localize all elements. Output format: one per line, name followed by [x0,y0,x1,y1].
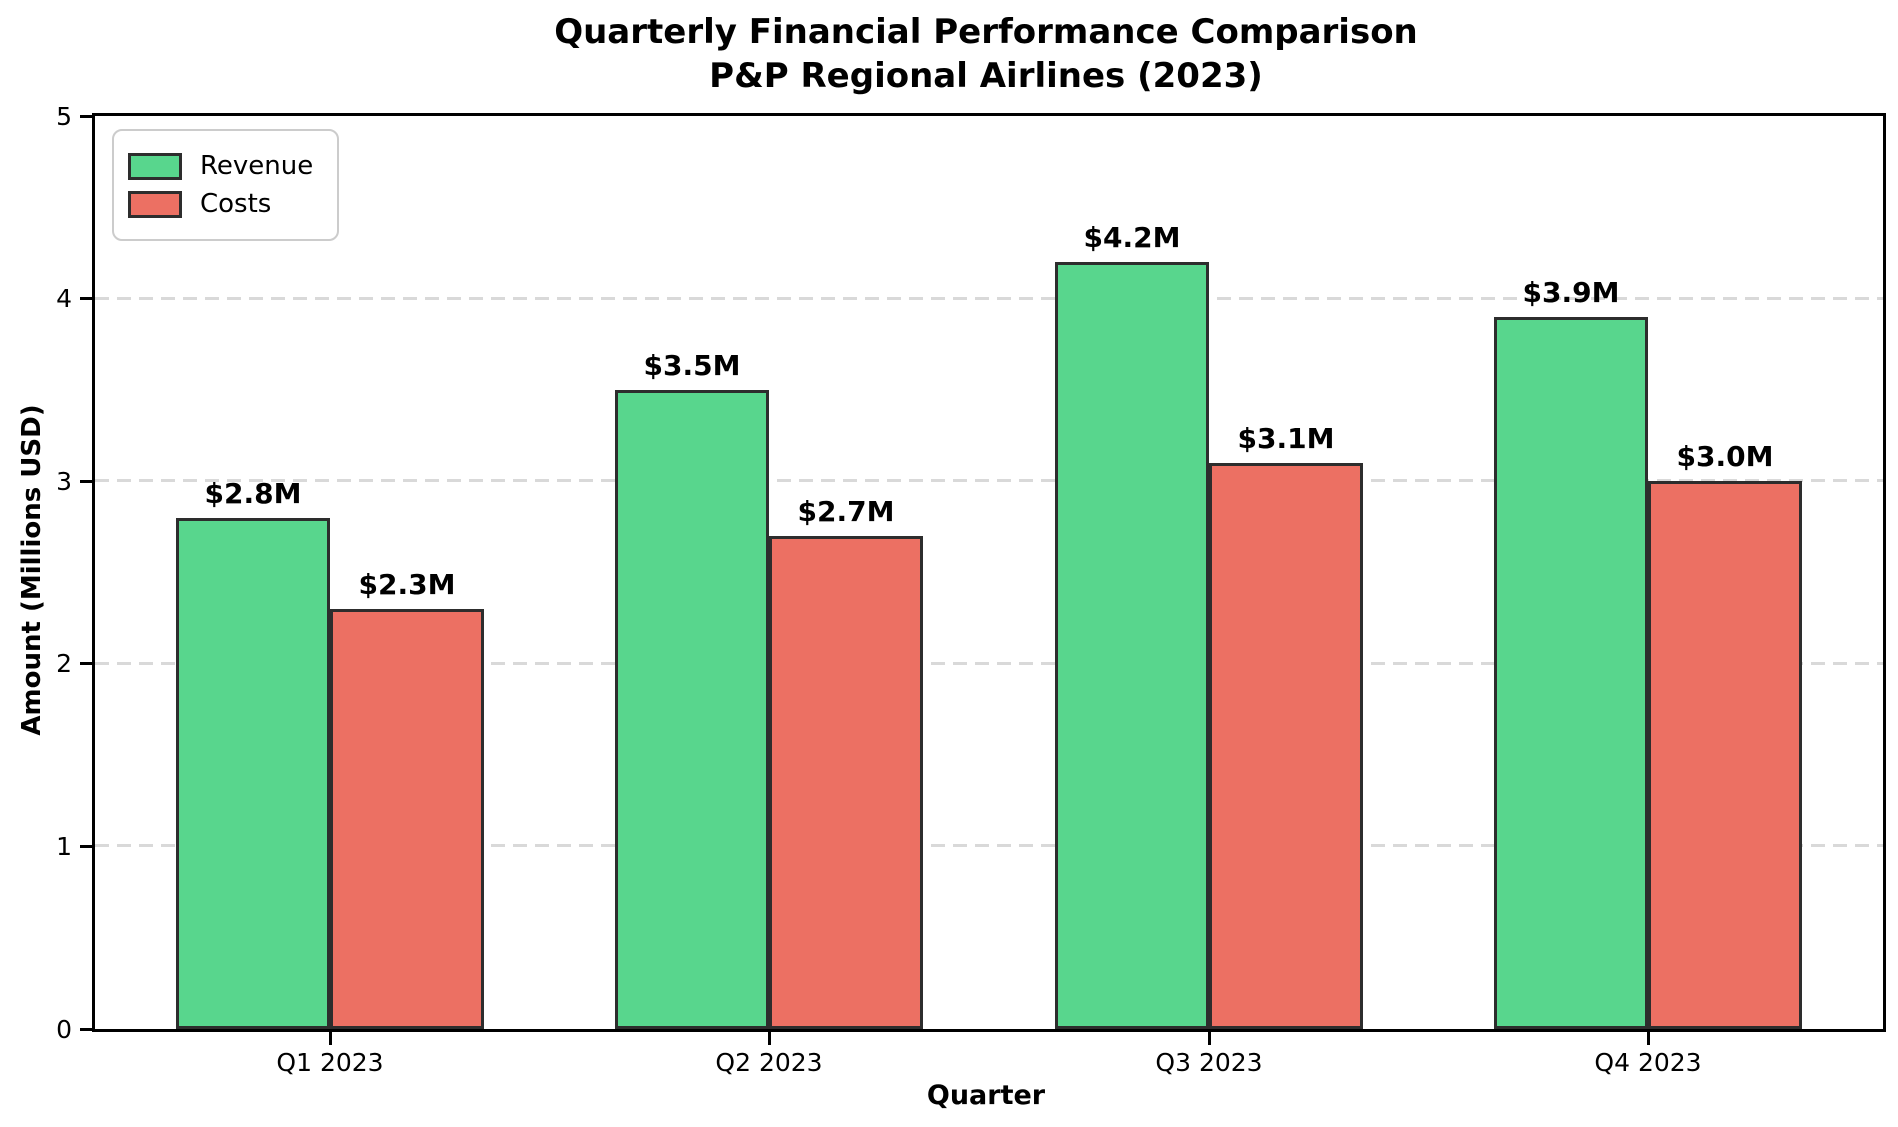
legend-row-costs: Costs [128,189,313,219]
gridline-1 [95,844,1883,848]
revenue-bar-q1-2023 [176,518,330,1029]
revenue-swatch-icon [128,152,182,180]
costs-bar-q4-2023 [1648,481,1802,1029]
revenue-value-label-4: $3.9M [1522,276,1620,309]
gridline-2 [95,661,1883,665]
gridline-3 [95,479,1883,483]
revenue-value-label-1: $2.8M [204,477,302,510]
costs-swatch-icon [128,190,182,218]
y-tick-mark-4 [80,297,92,300]
chart-title: Quarterly Financial Performance Comparis… [92,10,1880,98]
y-tick-label-1: 1 [56,832,72,861]
x-tick-label-3: Q3 2023 [1155,1048,1263,1077]
x-axis-label: Quarter [926,1080,1046,1111]
x-tick-label-4: Q4 2023 [1594,1048,1702,1077]
y-axis-label: Amount (Millions USD) [17,404,47,736]
legend-label-revenue: Revenue [200,151,314,181]
revenue-bar-q3-2023 [1055,262,1209,1029]
revenue-value-label-2: $3.5M [643,349,741,382]
revenue-bar-q2-2023 [615,390,769,1029]
costs-bar-q3-2023 [1209,463,1363,1029]
costs-value-label-3: $3.1M [1237,422,1335,455]
y-tick-label-3: 3 [56,467,72,496]
costs-value-label-2: $2.7M [797,495,895,528]
legend-row-revenue: Revenue [128,151,313,181]
y-tick-mark-1 [80,845,92,848]
y-tick-mark-5 [80,115,92,118]
chart-title-line-2: P&P Regional Airlines (2023) [709,56,1263,96]
x-tick-mark-4 [1647,1032,1650,1045]
y-tick-label-0: 0 [56,1015,72,1044]
revenue-bar-q4-2023 [1494,317,1648,1029]
y-tick-mark-2 [80,662,92,665]
x-tick-mark-2 [768,1032,771,1045]
x-tick-label-1: Q1 2023 [276,1048,384,1077]
y-tick-label-5: 5 [56,102,72,131]
x-tick-label-2: Q2 2023 [715,1048,823,1077]
y-tick-label-2: 2 [56,649,72,678]
x-tick-mark-1 [329,1032,332,1045]
chart-title-line-1: Quarterly Financial Performance Comparis… [554,12,1418,52]
y-tick-mark-0 [80,1028,92,1031]
legend-label-costs: Costs [200,189,272,219]
costs-value-label-1: $2.3M [358,568,456,601]
x-tick-mark-3 [1208,1032,1211,1045]
costs-bar-q2-2023 [769,536,923,1029]
gridline-4 [95,296,1883,300]
costs-value-label-4: $3.0M [1676,440,1774,473]
costs-bar-q1-2023 [330,609,484,1029]
y-tick-label-4: 4 [56,284,72,313]
plot-area: $2.8M $3.5M $4.2M $3.9M $2.3M $2.7M $3.1M $3.0M… [92,113,1886,1032]
revenue-value-label-3: $4.2M [1083,221,1181,254]
y-tick-mark-3 [80,480,92,483]
legend: Revenue Costs [112,129,340,241]
